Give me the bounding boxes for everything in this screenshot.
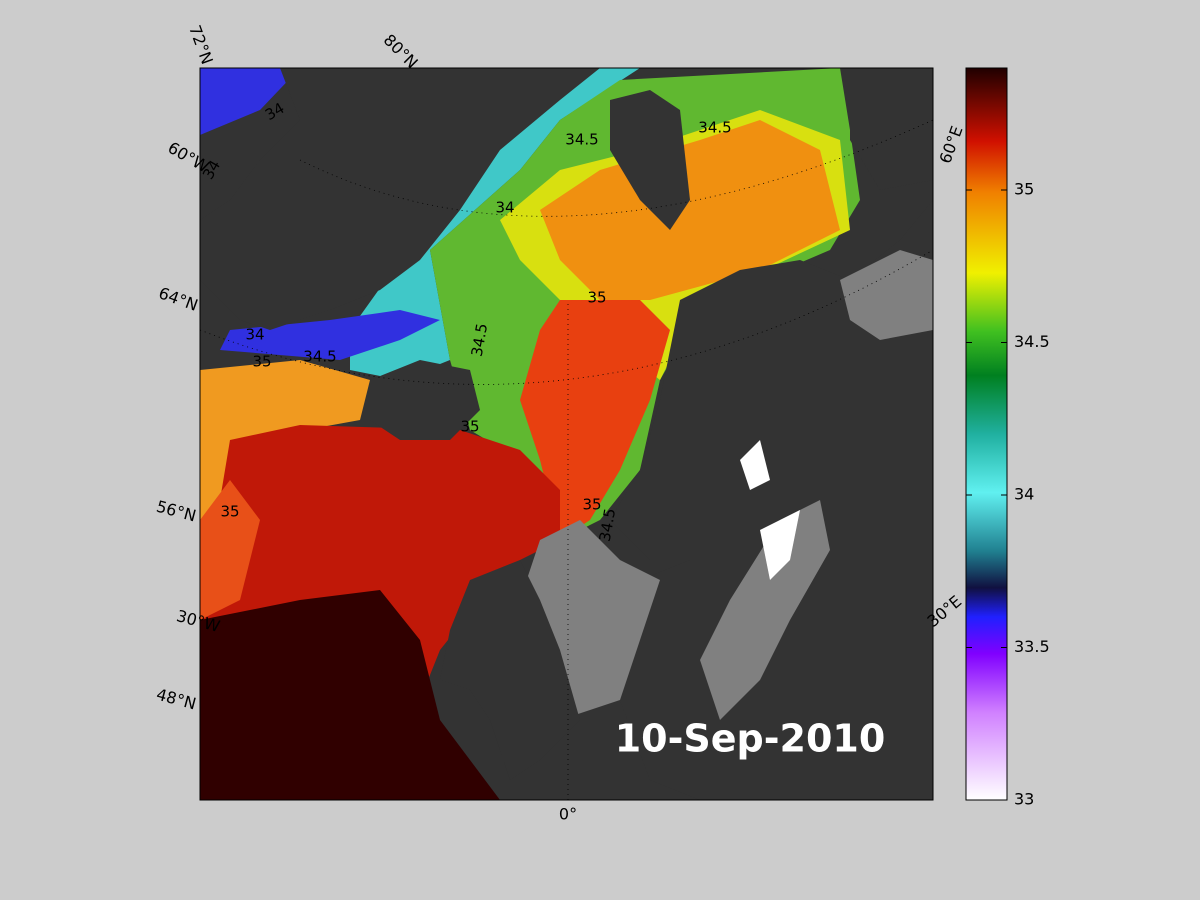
colorbar-tick-label: 33 (1014, 790, 1034, 809)
colorbar-tick-label: 34.5 (1014, 332, 1050, 351)
colorbar-tick-label: 35 (1014, 180, 1034, 199)
contour-label: 35 (220, 503, 239, 521)
contour-label: 34.5 (698, 119, 731, 137)
graticule-label: 64°N (156, 283, 200, 315)
colorbar-tick-label: 33.5 (1014, 637, 1050, 656)
contour-label: 34 (495, 199, 514, 217)
contour-label: 34.5 (596, 507, 620, 543)
graticule-label: 72°N (185, 22, 217, 66)
graticule-label: 60°E (936, 123, 967, 166)
contour-label: 35 (252, 353, 271, 371)
contour-label: 34.5 (303, 348, 336, 366)
contour-label: 34.5 (468, 322, 492, 358)
date-label: 10-Sep-2010 (615, 717, 886, 761)
graticule-label: 0° (559, 805, 577, 824)
colorbar-tick-label: 34 (1014, 485, 1034, 504)
map (200, 68, 933, 800)
contour-label: 34 (245, 326, 264, 344)
graticule-label: 80°N (380, 30, 422, 72)
graticule-label: 56°N (154, 497, 198, 526)
contour-label: 35 (587, 289, 606, 307)
map-frame (199, 67, 934, 801)
graticule-label: 48°N (154, 685, 198, 714)
contour-label: 35 (582, 496, 601, 514)
contour-label: 35 (460, 418, 479, 436)
colorbar-scale (965, 67, 1008, 801)
colorbar (965, 67, 1008, 801)
contour-label: 34.5 (565, 131, 598, 149)
